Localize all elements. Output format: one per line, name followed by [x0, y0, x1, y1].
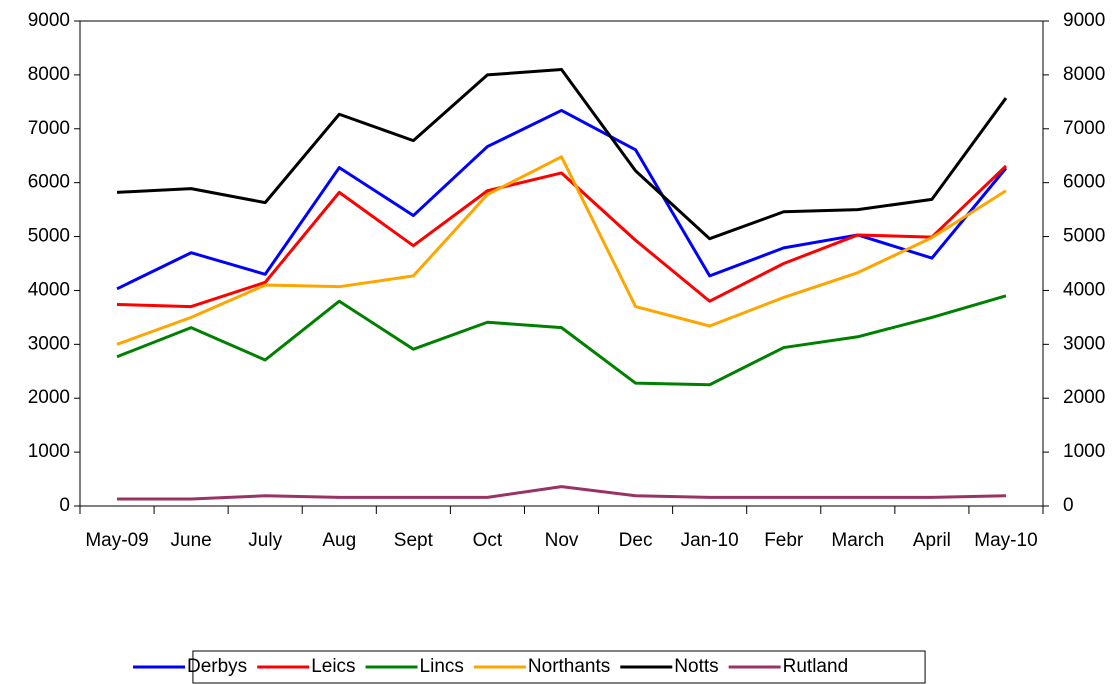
- x-tick-label: March: [831, 530, 884, 551]
- y2-tick-label: 2000: [1063, 387, 1105, 408]
- y-tick-label: 9000: [28, 10, 70, 31]
- legend-label: Notts: [674, 656, 718, 677]
- x-tick-label: Aug: [322, 530, 356, 551]
- y2-tick-label: 7000: [1063, 118, 1105, 139]
- x-tick-label: Oct: [473, 530, 503, 551]
- x-tick-label: Febr: [764, 530, 804, 551]
- y2-tick-label: 3000: [1063, 333, 1105, 354]
- y-tick-label: 6000: [28, 172, 70, 193]
- y2-tick-label: 1000: [1063, 441, 1105, 462]
- series-line: [116, 155, 1007, 346]
- y-tick-label: 8000: [28, 64, 70, 85]
- x-tick-label: May-10: [974, 530, 1037, 551]
- y-tick-label: 4000: [28, 279, 70, 300]
- x-tick-label: Jan-10: [681, 530, 739, 551]
- plot-area: [79, 20, 1044, 507]
- y-tick-label: 3000: [28, 333, 70, 354]
- legend-label: Rutland: [783, 656, 849, 677]
- y2-tick-label: 8000: [1063, 64, 1105, 85]
- y2-tick-label: 5000: [1063, 226, 1105, 247]
- legend: [192, 650, 926, 684]
- series-line: [116, 164, 1007, 309]
- y-tick-label: 2000: [28, 387, 70, 408]
- x-tick-label: May-09: [85, 530, 148, 551]
- x-tick-label: July: [248, 530, 282, 551]
- y-tick-label: 1000: [28, 441, 70, 462]
- y2-tick-label: 0: [1063, 495, 1074, 516]
- y-tick-label: 0: [59, 495, 70, 516]
- legend-label: Leics: [311, 656, 355, 677]
- y-tick-label: 5000: [28, 226, 70, 247]
- y-tick-label: 7000: [28, 118, 70, 139]
- series-line: [117, 485, 1006, 501]
- legend-label: Derbys: [187, 656, 247, 677]
- series-line: [116, 68, 1008, 241]
- series-line: [116, 294, 1007, 387]
- y2-tick-label: 6000: [1063, 172, 1105, 193]
- y2-tick-label: 9000: [1063, 10, 1105, 31]
- legend-label: Lincs: [420, 656, 464, 677]
- y2-tick-label: 4000: [1063, 279, 1105, 300]
- legend-label: Northants: [528, 656, 610, 677]
- x-tick-label: April: [913, 530, 951, 551]
- x-tick-label: June: [171, 530, 212, 551]
- x-tick-label: Nov: [545, 530, 579, 551]
- x-tick-label: Dec: [619, 530, 653, 551]
- x-tick-label: Sept: [394, 530, 434, 551]
